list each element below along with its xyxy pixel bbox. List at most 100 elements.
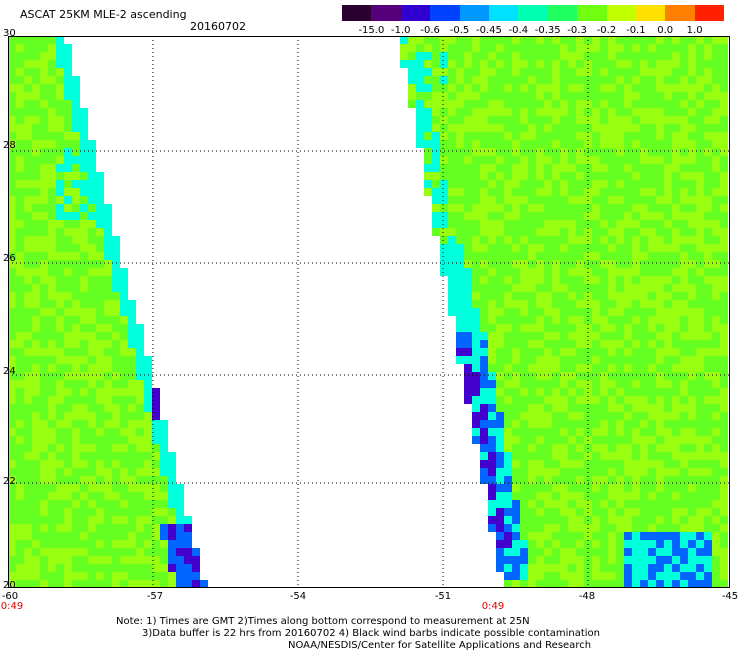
swath-pixel <box>576 60 584 68</box>
swath-pixel <box>72 484 80 492</box>
swath-pixel <box>56 524 64 532</box>
swath-pixel <box>560 436 568 444</box>
swath-pixel <box>472 132 480 140</box>
swath-pixel <box>720 420 728 428</box>
swath-pixel <box>56 140 64 148</box>
swath-pixel <box>40 116 48 124</box>
swath-pixel <box>696 572 704 580</box>
swath-pixel <box>544 236 552 244</box>
swath-pixel <box>424 140 432 148</box>
swath-pixel <box>688 84 696 92</box>
swath-pixel <box>688 52 696 60</box>
swath-pixel <box>512 100 520 108</box>
swath-pixel <box>592 204 600 212</box>
swath-pixel <box>688 524 696 532</box>
swath-pixel <box>488 372 496 380</box>
swath-pixel <box>24 396 32 404</box>
swath-pixel <box>696 452 704 460</box>
swath-pixel <box>616 436 624 444</box>
swath-pixel <box>624 196 632 204</box>
swath-pixel <box>600 444 608 452</box>
swath-pixel <box>56 404 64 412</box>
swath-pixel <box>432 108 440 116</box>
swath-pixel <box>576 172 584 180</box>
swath-pixel <box>520 148 528 156</box>
swath-pixel <box>712 276 720 284</box>
swath-pixel <box>64 348 72 356</box>
swath-pixel <box>88 532 96 540</box>
swath-pixel <box>672 436 680 444</box>
swath-pixel <box>120 516 128 524</box>
swath-pixel <box>544 84 552 92</box>
swath-pixel <box>640 228 648 236</box>
swath-pixel <box>112 300 120 308</box>
swath-pixel <box>688 100 696 108</box>
swath-pixel <box>24 228 32 236</box>
swath-pixel <box>656 580 664 588</box>
swath-pixel <box>616 140 624 148</box>
swath-pixel <box>104 380 112 388</box>
swath-pixel <box>128 460 136 468</box>
swath-pixel <box>656 404 664 412</box>
swath-pixel <box>80 140 88 148</box>
swath-pixel <box>696 300 704 308</box>
swath-pixel <box>568 164 576 172</box>
swath-pixel <box>56 356 64 364</box>
swath-pixel <box>408 36 416 44</box>
swath-pixel <box>528 476 536 484</box>
swath-pixel <box>456 340 464 348</box>
swath-pixel <box>64 396 72 404</box>
swath-pixel <box>544 268 552 276</box>
swath-pixel <box>648 516 656 524</box>
swath-pixel <box>624 412 632 420</box>
swath-pixel <box>592 252 600 260</box>
swath-pixel <box>640 324 648 332</box>
swath-pixel <box>64 580 72 588</box>
swath-pixel <box>72 468 80 476</box>
swath-pixel <box>616 116 624 124</box>
swath-pixel <box>144 476 152 484</box>
swath-pixel <box>152 500 160 508</box>
swath-pixel <box>672 268 680 276</box>
swath-pixel <box>96 308 104 316</box>
swath-pixel <box>568 548 576 556</box>
swath-pixel <box>680 556 688 564</box>
swath-pixel <box>168 524 176 532</box>
swath-pixel <box>496 508 504 516</box>
swath-pixel <box>632 164 640 172</box>
swath-pixel <box>688 492 696 500</box>
swath-pixel <box>648 364 656 372</box>
swath-pixel <box>48 132 56 140</box>
swath-pixel <box>120 444 128 452</box>
swath-pixel <box>568 332 576 340</box>
swath-pixel <box>512 524 520 532</box>
swath-pixel <box>624 556 632 564</box>
swath-pixel <box>520 500 528 508</box>
swath-pixel <box>616 572 624 580</box>
swath-pixel <box>104 436 112 444</box>
swath-pixel <box>696 244 704 252</box>
swath-pixel <box>680 84 688 92</box>
swath-pixel <box>488 412 496 420</box>
swath-pixel <box>408 52 416 60</box>
swath-pixel <box>632 564 640 572</box>
swath-pixel <box>472 76 480 84</box>
swath-pixel <box>432 164 440 172</box>
swath-pixel <box>592 356 600 364</box>
swath-pixel <box>112 508 120 516</box>
swath-pixel <box>616 196 624 204</box>
swath-pixel <box>648 532 656 540</box>
swath-pixel <box>696 260 704 268</box>
swath-pixel <box>64 476 72 484</box>
swath-pixel <box>704 92 712 100</box>
swath-pixel <box>72 556 80 564</box>
swath-pixel <box>64 44 72 52</box>
swath-pixel <box>640 180 648 188</box>
color-scale-segment <box>547 5 578 21</box>
swath-pixel <box>40 324 48 332</box>
swath-pixel <box>464 292 472 300</box>
swath-pixel <box>632 436 640 444</box>
swath-pixel <box>552 132 560 140</box>
swath-pixel <box>560 524 568 532</box>
swath-pixel <box>640 268 648 276</box>
